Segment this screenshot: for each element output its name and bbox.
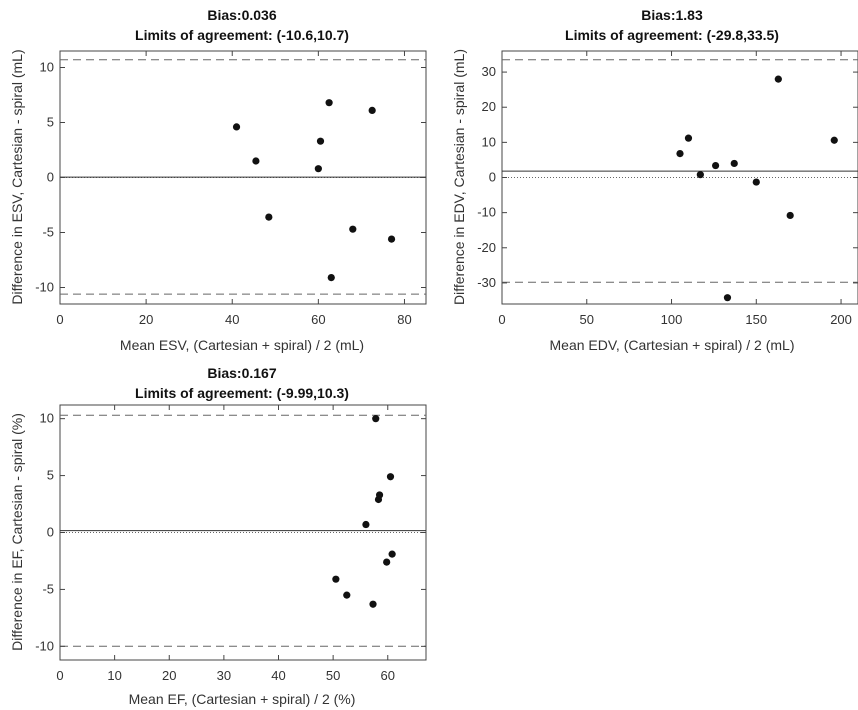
data-point	[349, 225, 357, 233]
data-point	[314, 165, 322, 173]
data-point	[265, 213, 273, 221]
x-tick-label: 100	[661, 312, 683, 327]
data-point	[372, 415, 380, 423]
data-point	[375, 491, 384, 499]
y-tick-label: 5	[47, 115, 54, 130]
y-tick-label: -10	[477, 205, 496, 220]
data-point	[252, 157, 260, 165]
data-point	[676, 150, 684, 158]
data-point	[343, 591, 351, 599]
panel-esv-subtitle: Limits of agreement: (-10.6,10.7)	[135, 27, 349, 43]
data-point	[730, 159, 738, 168]
panel-esv-xlabel: Mean ESV, (Cartesian + spiral) / 2 (mL)	[120, 337, 364, 353]
y-tick-label: -10	[35, 638, 54, 653]
x-tick-label: 30	[217, 668, 231, 683]
x-tick-label: 40	[225, 312, 239, 327]
y-tick-label: 0	[47, 525, 54, 540]
x-tick-label: 0	[498, 312, 505, 327]
data-point	[723, 294, 732, 302]
data-point	[327, 274, 335, 282]
data-point	[696, 171, 704, 179]
panel-ef-xlabel: Mean EF, (Cartesian + spiral) / 2 (%)	[129, 691, 356, 707]
y-tick-label: 10	[482, 134, 496, 149]
x-tick-label: 40	[271, 668, 285, 683]
x-tick-label: 200	[830, 312, 852, 327]
data-point	[774, 75, 782, 83]
data-point	[786, 211, 794, 220]
panel-esv-ylabel: Difference in ESV, Cartesian - spiral (m…	[9, 49, 25, 304]
x-tick-label: 150	[745, 312, 767, 327]
panel-edv-ylabel: Difference in EDV, Cartesian - spiral (m…	[451, 49, 467, 305]
data-point	[232, 123, 241, 131]
x-tick-label: 80	[397, 312, 411, 327]
panel-ef-ylabel: Difference in EF, Cartesian - spiral (%)	[9, 413, 25, 651]
x-tick-label: 60	[381, 668, 395, 683]
data-point	[362, 520, 370, 529]
data-point	[830, 136, 838, 144]
y-tick-label: 10	[40, 60, 54, 75]
data-point	[752, 178, 760, 186]
x-tick-label: 0	[56, 668, 63, 683]
y-tick-label: 20	[482, 99, 496, 114]
x-tick-label: 60	[311, 312, 325, 327]
panel-ef-subtitle: Limits of agreement: (-9.99,10.3)	[135, 385, 349, 401]
x-tick-label: 50	[580, 312, 594, 327]
y-tick-label: 10	[40, 411, 54, 426]
y-tick-label: -5	[42, 225, 54, 240]
data-point	[325, 99, 333, 107]
y-tick-label: 0	[489, 170, 496, 185]
x-tick-label: 20	[139, 312, 153, 327]
data-point	[387, 235, 396, 243]
data-point	[684, 134, 693, 142]
x-tick-label: 20	[162, 668, 176, 683]
panel-edv-xlabel: Mean EDV, (Cartesian + spiral) / 2 (mL)	[550, 337, 795, 353]
data-point	[388, 550, 396, 558]
y-tick-label: -5	[42, 581, 54, 596]
x-tick-label: 10	[107, 668, 121, 683]
panel-ef-title: Bias:0.167	[207, 365, 276, 381]
data-point	[316, 137, 325, 145]
data-point	[383, 558, 391, 566]
y-tick-label: 0	[47, 170, 54, 185]
data-point	[332, 575, 340, 583]
panel-esv-title: Bias:0.036	[207, 7, 276, 23]
panel-edv-subtitle: Limits of agreement: (-29.8,33.5)	[565, 27, 779, 43]
y-tick-label: -20	[477, 240, 496, 255]
y-tick-label: -10	[35, 280, 54, 295]
data-point	[369, 600, 377, 608]
panel-ef: Bias:0.167 Limits of agreement: (-9.99,1…	[9, 365, 427, 707]
data-point	[368, 106, 376, 114]
data-point	[712, 161, 720, 170]
panel-edv-title: Bias:1.83	[641, 7, 703, 23]
y-tick-label: 30	[482, 64, 496, 79]
data-point	[386, 473, 395, 481]
panel-edv: Bias:1.83 Limits of agreement: (-29.8,33…	[451, 7, 858, 353]
panel-esv: Bias:0.036 Limits of agreement: (-10.6,1…	[9, 7, 427, 353]
y-tick-label: -30	[477, 275, 496, 290]
x-tick-label: 0	[56, 312, 63, 327]
x-tick-label: 50	[326, 668, 340, 683]
y-tick-label: 5	[47, 468, 54, 483]
